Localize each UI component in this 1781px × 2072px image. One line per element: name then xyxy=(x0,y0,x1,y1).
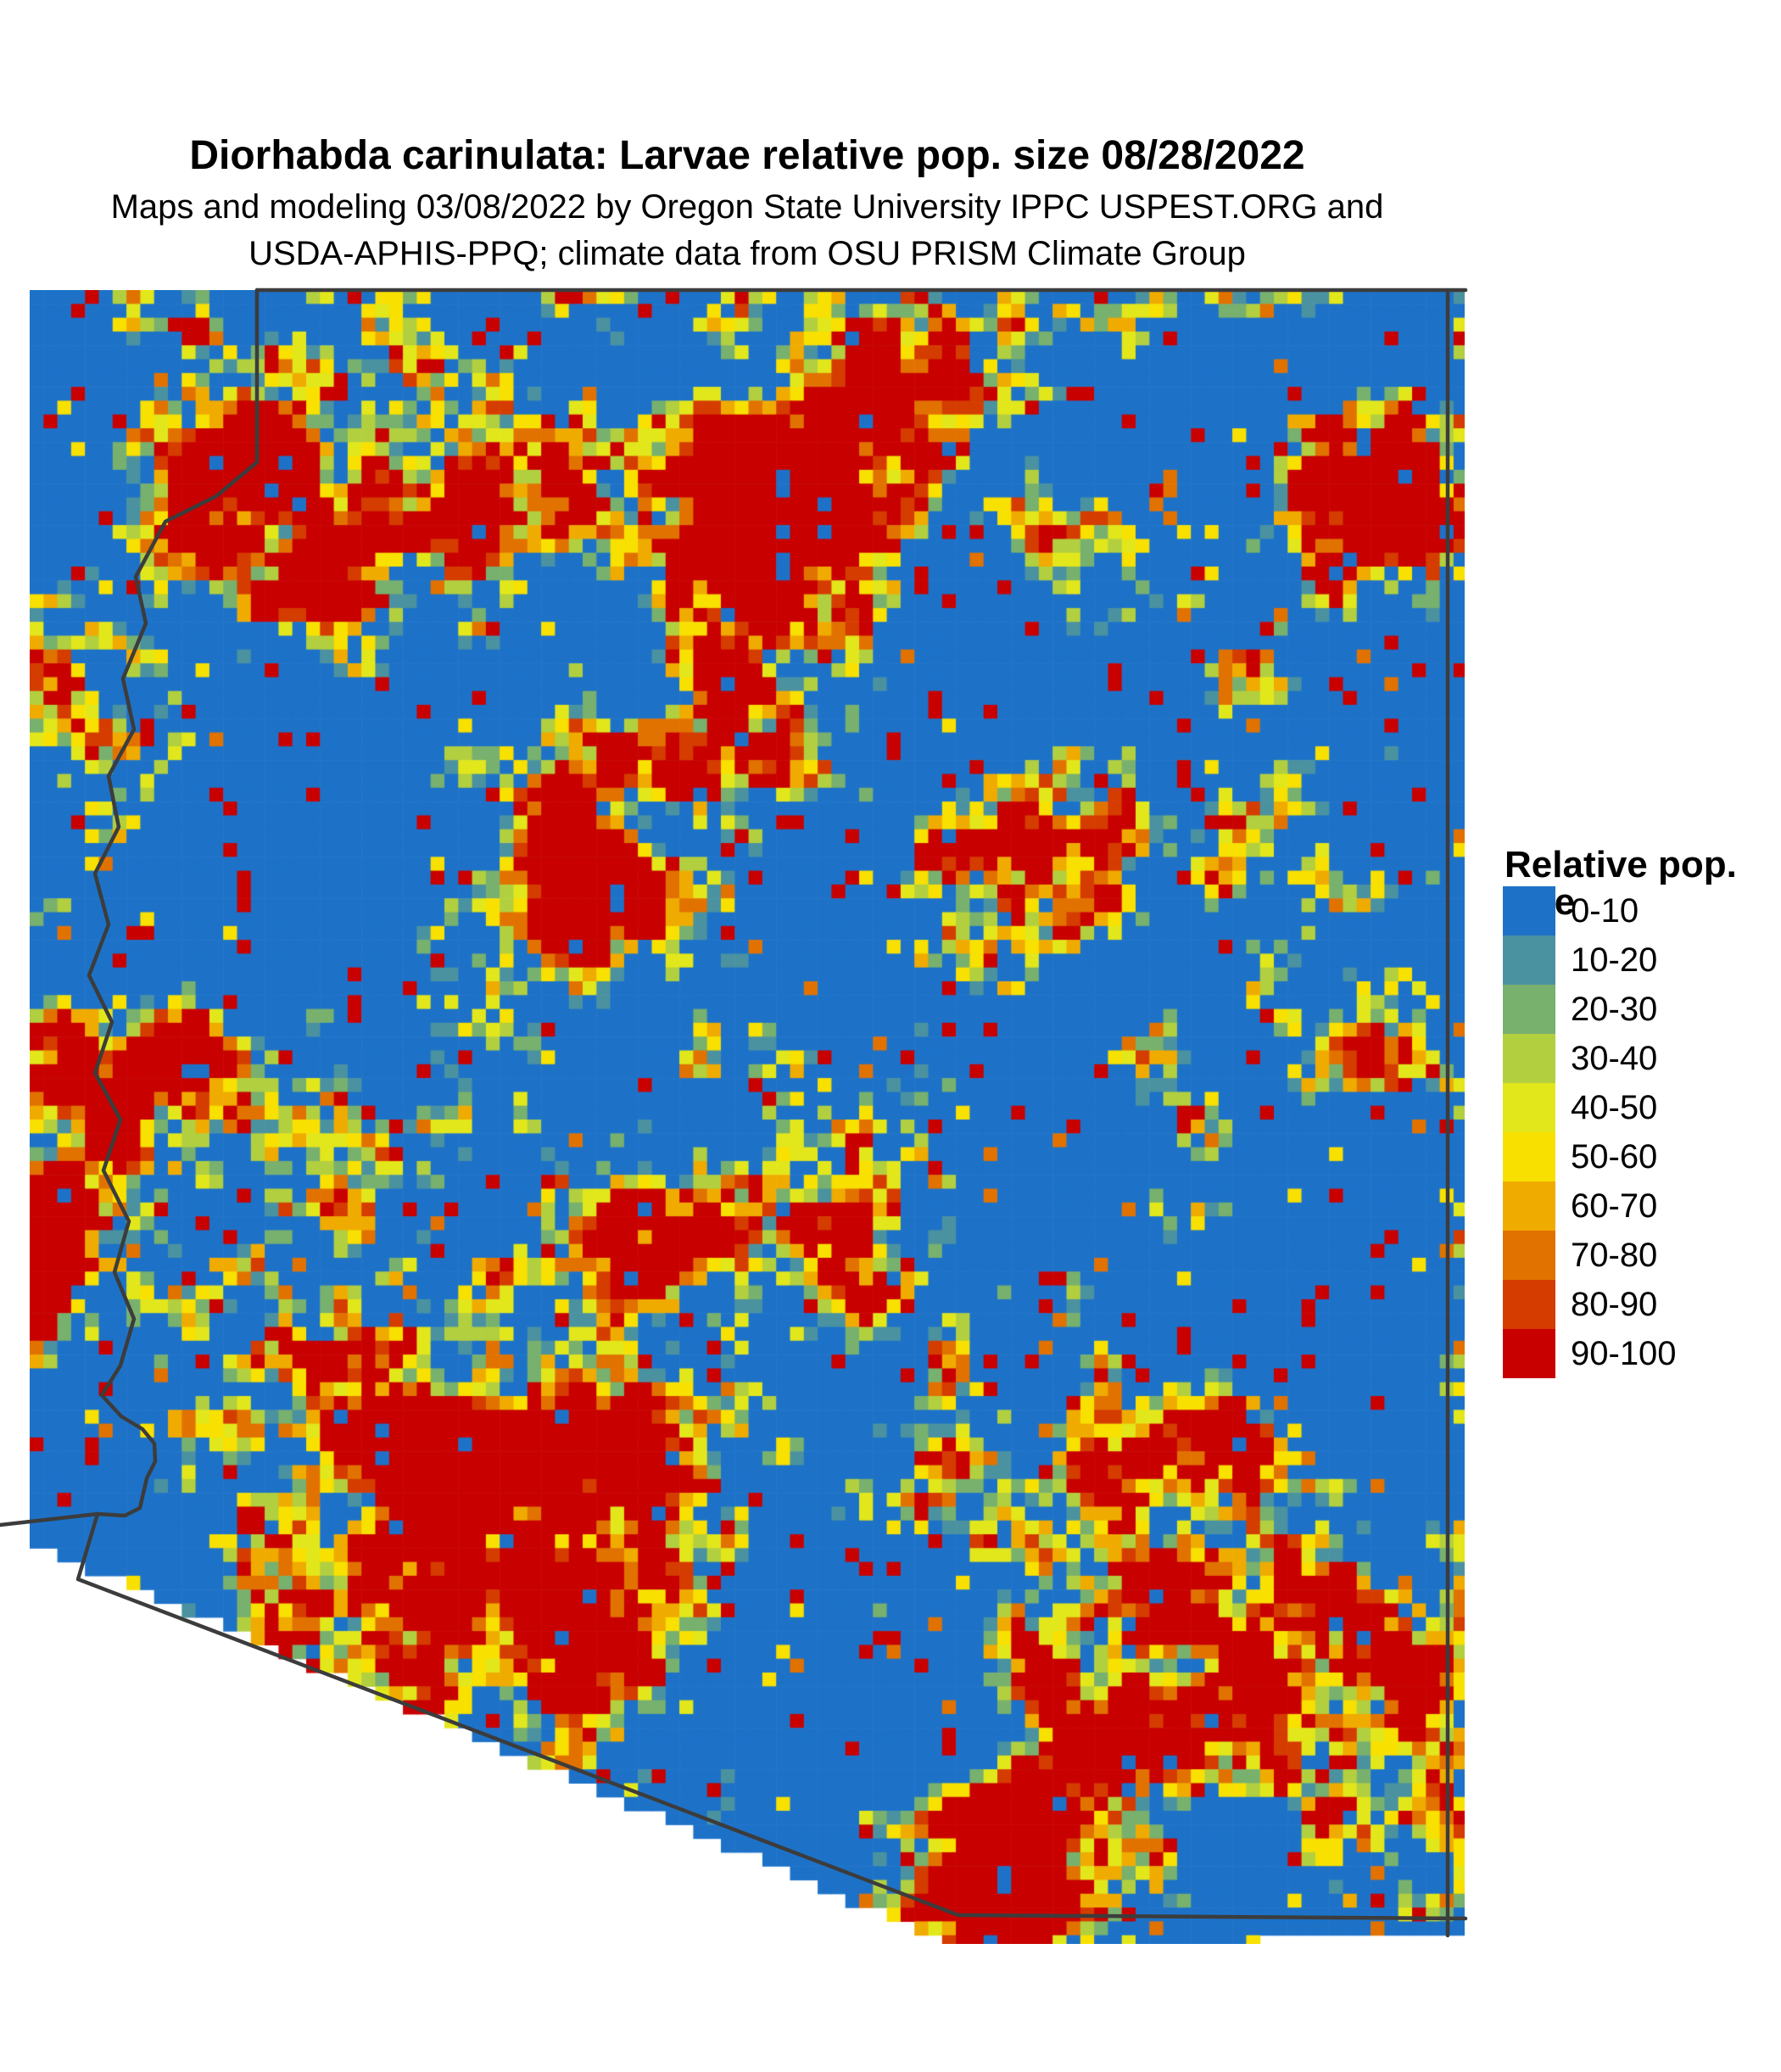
legend-item: 0-10 xyxy=(1503,886,1677,935)
legend-swatch xyxy=(1503,1083,1555,1132)
legend-swatch xyxy=(1503,985,1555,1034)
legend-label: 60-70 xyxy=(1571,1187,1658,1225)
legend-item: 60-70 xyxy=(1503,1181,1677,1231)
legend-label: 50-60 xyxy=(1571,1137,1658,1176)
az-raster-map xyxy=(30,290,1465,1944)
legend-label: 0-10 xyxy=(1571,891,1639,930)
legend-swatch xyxy=(1503,1231,1555,1280)
map-subtitle-line2: USDA-APHIS-PPQ; climate data from OSU PR… xyxy=(248,235,1246,272)
legend-item: 70-80 xyxy=(1503,1231,1677,1280)
legend-label: 30-40 xyxy=(1571,1039,1658,1077)
legend-label: 40-50 xyxy=(1571,1088,1658,1126)
legend-swatch xyxy=(1503,1329,1555,1378)
legend-item: 30-40 xyxy=(1503,1034,1677,1083)
legend-swatch xyxy=(1503,1181,1555,1231)
legend-swatch xyxy=(1503,1132,1555,1181)
legend-swatch xyxy=(1503,886,1555,935)
legend-item: 10-20 xyxy=(1503,935,1677,985)
legend: Relative pop. size 0-1010-2020-3030-4040… xyxy=(1503,846,1774,1378)
legend-label: 20-30 xyxy=(1571,990,1658,1028)
legend-item: 80-90 xyxy=(1503,1280,1677,1329)
legend-item: 50-60 xyxy=(1503,1132,1677,1181)
legend-item: 20-30 xyxy=(1503,985,1677,1034)
map-subtitle-line1: Maps and modeling 03/08/2022 by Oregon S… xyxy=(110,188,1384,226)
legend-label: 70-80 xyxy=(1571,1236,1658,1274)
legend-label: 80-90 xyxy=(1571,1285,1658,1323)
legend-swatch xyxy=(1503,1034,1555,1083)
legend-items: 0-10 10-20 20-30 30-40 40-50 50-60 60-70 70-80 8… xyxy=(1503,886,1677,1378)
legend-swatch xyxy=(1503,1280,1555,1329)
legend-label: 90-100 xyxy=(1571,1334,1677,1372)
map-title: Diorhabda carinulata: Larvae relative po… xyxy=(189,133,1305,178)
legend-item: 40-50 xyxy=(1503,1083,1677,1132)
legend-swatch xyxy=(1503,935,1555,985)
legend-item: 90-100 xyxy=(1503,1329,1677,1378)
legend-label: 10-20 xyxy=(1571,941,1658,979)
